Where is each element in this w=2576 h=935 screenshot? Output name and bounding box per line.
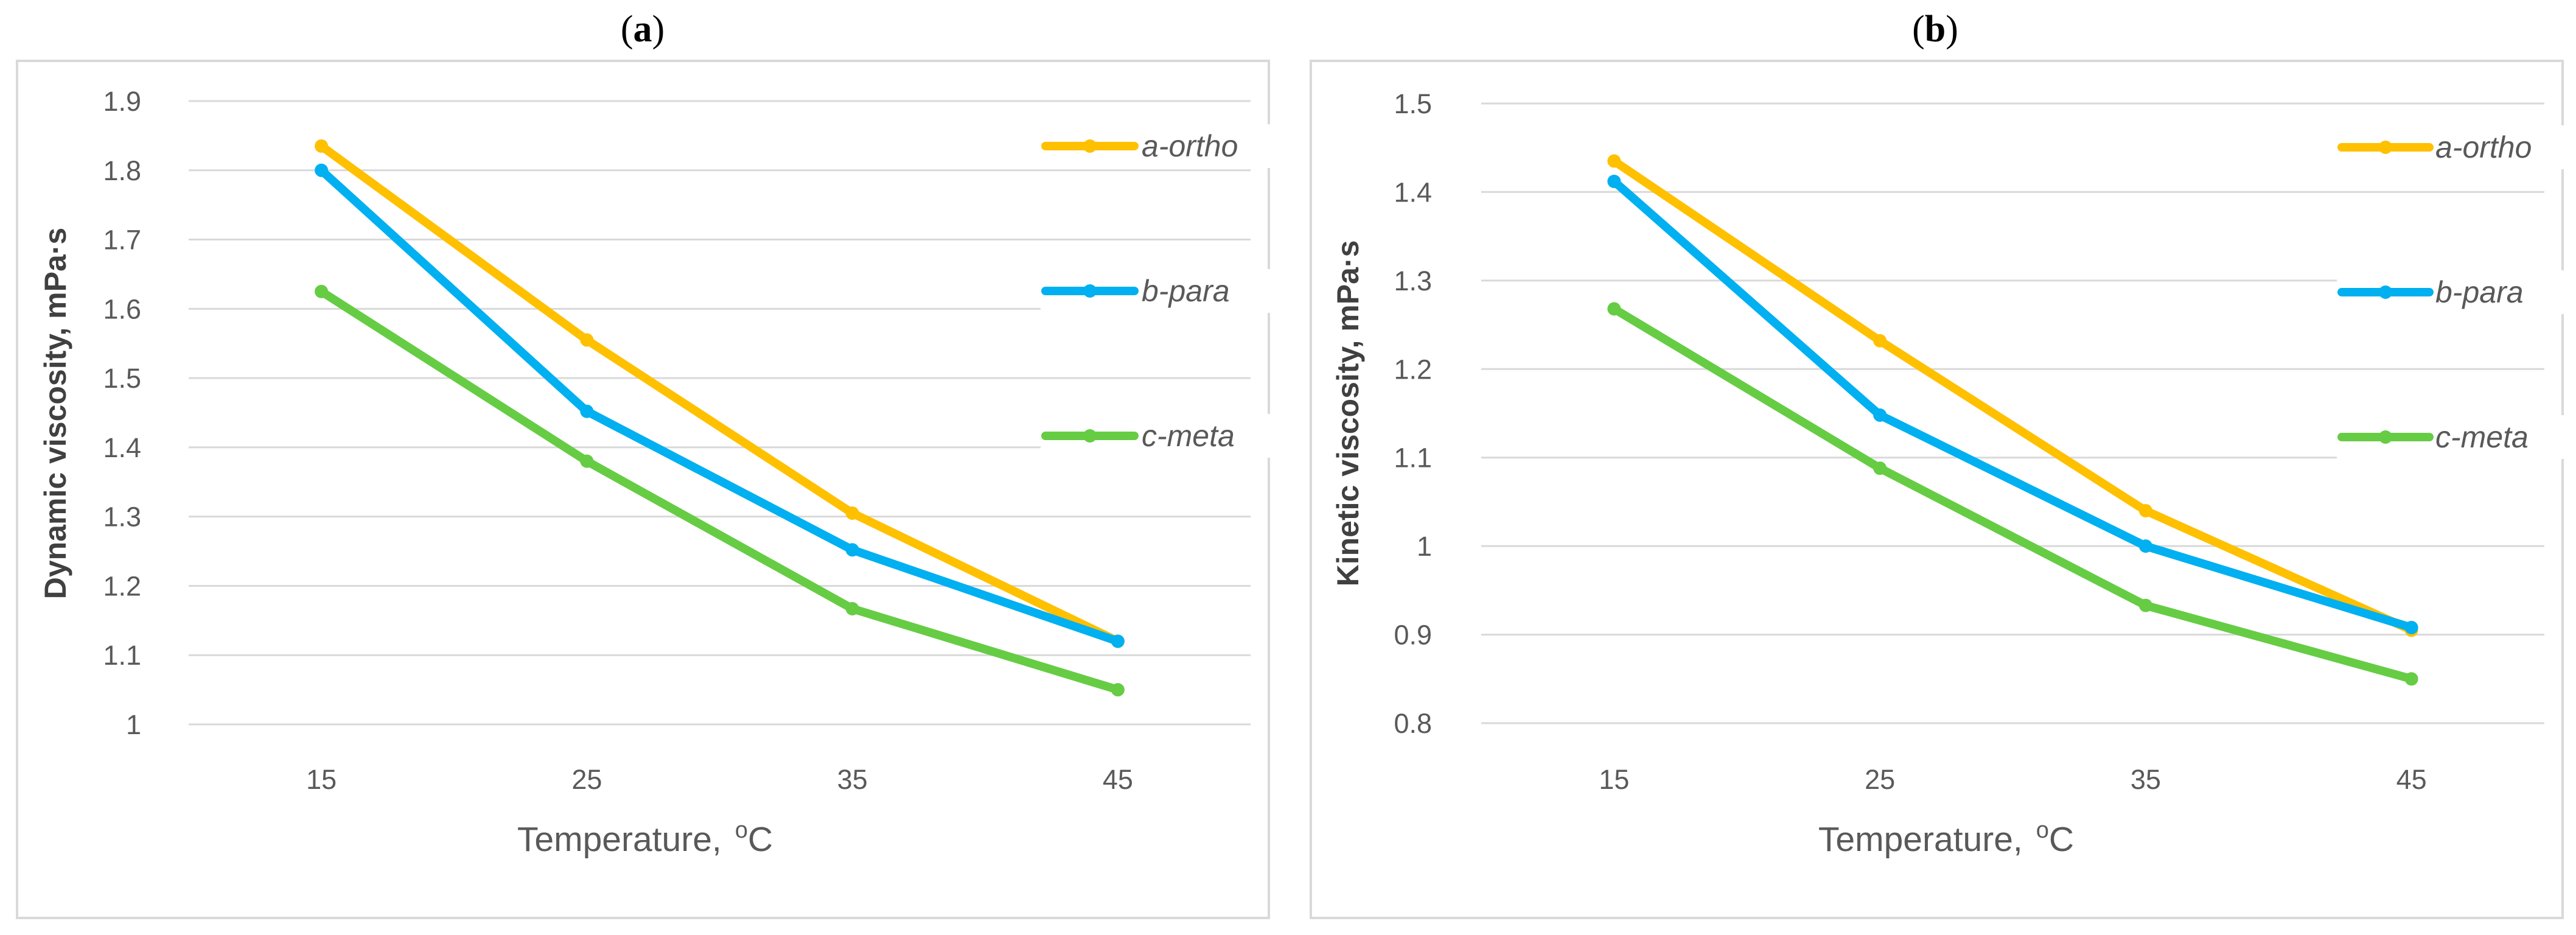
series-line-c-meta — [317, 287, 1122, 695]
panel-letter: b — [1925, 9, 1946, 50]
data-point-b-para — [2138, 539, 2152, 553]
legend-marker-b-para — [2379, 285, 2392, 299]
legend-label-c-meta: c-meta — [2435, 420, 2529, 454]
y-tick-label: 1 — [126, 709, 141, 740]
y-tick-label: 1.1 — [1394, 443, 1432, 474]
data-point-b-para — [580, 404, 594, 418]
x-axis-title: Temperature, oC — [517, 818, 773, 859]
legend-label-a-ortho: a-ortho — [1142, 129, 1238, 163]
y-tick-label: 1.5 — [1394, 88, 1432, 119]
y-tick-label: 1.4 — [103, 432, 141, 463]
data-point-a-ortho — [1607, 154, 1621, 168]
series-line-b-para — [1610, 177, 2416, 632]
x-axis-unit-main: C — [2049, 820, 2074, 859]
x-tick-label: 35 — [2131, 764, 2161, 795]
legend-marker-c-meta — [2379, 430, 2392, 444]
legend-marker-c-meta — [1083, 429, 1097, 443]
y-tick-label: 1.1 — [103, 640, 141, 671]
data-point-a-ortho — [315, 139, 329, 153]
x-axis-title-text: Temperature, — [1818, 820, 2023, 859]
legend: a-ortho b-para c-meta — [1041, 124, 1332, 458]
x-tick-label: 45 — [1103, 764, 1133, 795]
data-point-b-para — [315, 163, 329, 177]
data-point-c-meta — [315, 284, 329, 298]
legend-label-c-meta: c-meta — [1142, 419, 1235, 453]
chart-panel-a: (a) 1 1.1 1.2 1.3 1.4 1.5 1.6 1.7 1.8 1.9 15 25 35 45 T… — [16, 9, 1332, 919]
series-line-a-ortho — [317, 141, 1122, 646]
y-tick-label: 0.8 — [1394, 708, 1432, 739]
x-tick-label: 15 — [1599, 764, 1629, 795]
x-axis-unit-sup: o — [2036, 818, 2049, 843]
data-point-c-meta — [845, 601, 859, 615]
data-point-b-para — [1111, 634, 1125, 648]
y-tick-label: 1.4 — [1394, 177, 1432, 208]
x-tick-label: 35 — [837, 764, 868, 795]
y-tick-label: 1.7 — [103, 225, 141, 256]
series-line-b-para — [317, 166, 1122, 646]
chart-panel-b: (b) 0.8 0.9 1 1.1 1.2 1.3 1.4 1.5 15 25 35 45 Tempera… — [1310, 9, 2576, 919]
y-axis-title: Kinetic viscosity, mPa·s — [1331, 240, 1365, 587]
data-point-a-ortho — [2138, 503, 2152, 517]
x-tick-label: 25 — [571, 764, 602, 795]
legend-marker-b-para — [1083, 284, 1097, 298]
y-tick-label: 0.9 — [1394, 620, 1432, 651]
x-axis-unit-main: C — [748, 820, 773, 859]
y-tick-label: 1.3 — [1394, 265, 1432, 296]
y-axis-title: Dynamic viscosity, mPa·s — [38, 228, 72, 599]
data-point-b-para — [1607, 174, 1621, 188]
series-line-c-meta — [1610, 304, 2416, 684]
x-axis-title: Temperature, oC — [1818, 818, 2074, 859]
data-point-b-para — [845, 543, 859, 557]
legend-label-a-ortho: a-ortho — [2435, 130, 2532, 164]
y-tick-label: 1.2 — [103, 570, 141, 601]
panel-label: (b) — [1912, 9, 1958, 50]
data-point-c-meta — [580, 454, 594, 468]
y-tick-label: 1.2 — [1394, 354, 1432, 385]
legend: a-ortho b-para c-meta — [2337, 125, 2576, 459]
y-tick-label: 1.3 — [103, 502, 141, 533]
x-tick-label: 15 — [306, 764, 337, 795]
y-tick-label: 1.6 — [103, 293, 141, 324]
data-point-c-meta — [1873, 461, 1887, 475]
legend-label-b-para: b-para — [1142, 274, 1230, 308]
series-line-a-ortho — [1610, 156, 2416, 635]
x-tick-label: 25 — [1865, 764, 1895, 795]
panel-label: (a) — [621, 9, 665, 50]
y-tick-label: 1.5 — [103, 363, 141, 394]
data-point-c-meta — [2404, 672, 2418, 686]
x-tick-label: 45 — [2396, 764, 2427, 795]
legend-marker-a-ortho — [1083, 139, 1097, 153]
data-point-c-meta — [2138, 598, 2152, 612]
x-axis-unit-sup: o — [735, 818, 748, 843]
y-tick-label: 1.9 — [103, 86, 141, 117]
data-point-a-ortho — [580, 333, 594, 347]
legend-marker-a-ortho — [2379, 141, 2392, 154]
data-point-c-meta — [1607, 302, 1621, 316]
data-point-b-para — [1873, 408, 1887, 422]
x-axis-title-text: Temperature, — [517, 820, 722, 859]
y-tick-label: 1.8 — [103, 155, 141, 186]
y-tick-label: 1 — [1417, 531, 1432, 562]
legend-label-b-para: b-para — [2435, 275, 2524, 309]
chart-frame — [1310, 60, 2564, 919]
panel-letter: a — [634, 9, 652, 50]
data-point-a-ortho — [1873, 334, 1887, 348]
data-point-c-meta — [1111, 683, 1125, 697]
data-point-a-ortho — [845, 506, 859, 520]
data-point-b-para — [2404, 620, 2418, 634]
